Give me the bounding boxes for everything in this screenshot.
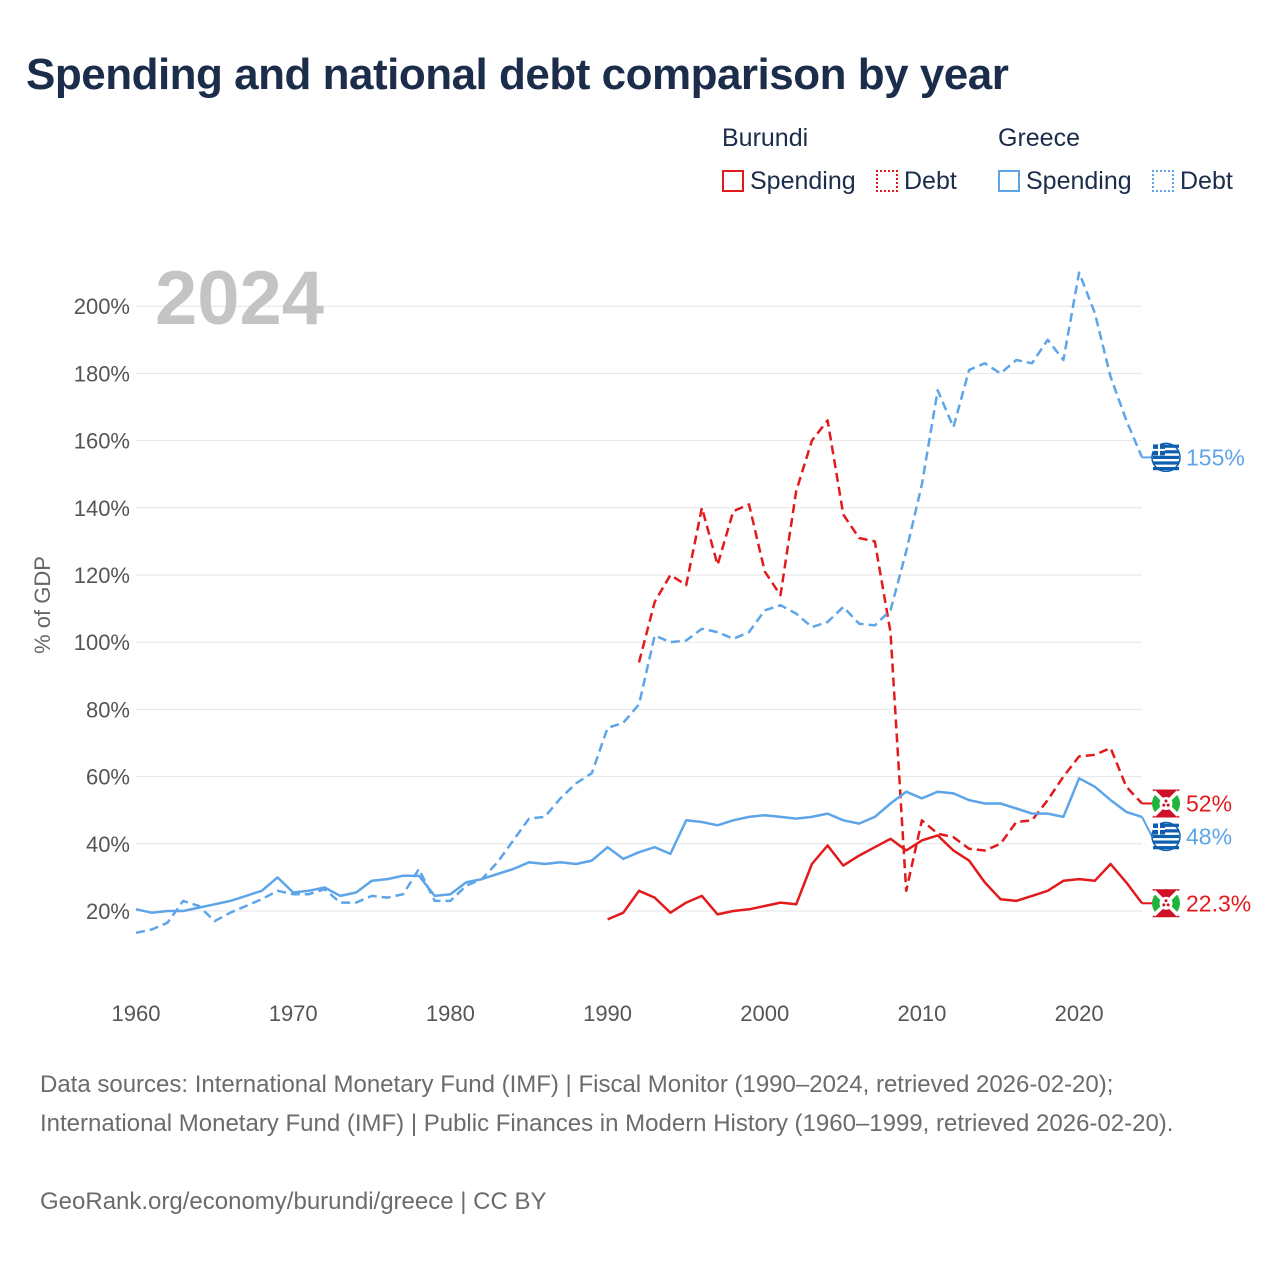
y-tick-label: 140% bbox=[74, 496, 130, 521]
legend-solid-swatch bbox=[998, 170, 1020, 192]
page-title: Spending and national debt comparison by… bbox=[26, 50, 1009, 99]
legend-country-burundi: Burundi bbox=[722, 124, 809, 152]
end-label-connector bbox=[1141, 816, 1153, 837]
end-value-label: 52% bbox=[1186, 790, 1232, 816]
credit-link[interactable]: GeoRank.org/economy/burundi/greece | CC … bbox=[40, 1188, 547, 1215]
x-tick-label: 1990 bbox=[583, 1001, 632, 1026]
legend-label: Spending bbox=[1026, 166, 1132, 195]
y-tick-label: 160% bbox=[74, 429, 130, 454]
y-tick-label: 200% bbox=[74, 294, 130, 319]
legend-greece-debt[interactable]: Debt bbox=[1152, 166, 1233, 196]
greece-flag-icon bbox=[1151, 821, 1181, 852]
x-tick-label: 1970 bbox=[269, 1001, 318, 1026]
end-value-label: 155% bbox=[1186, 444, 1245, 470]
legend-label: Spending bbox=[750, 166, 856, 195]
y-tick-label: 20% bbox=[86, 899, 130, 924]
x-tick-label: 2010 bbox=[897, 1001, 946, 1026]
end-value-label: 22.3% bbox=[1186, 890, 1251, 916]
series-line-greece-debt[interactable] bbox=[135, 271, 1144, 935]
year-watermark: 2024 bbox=[155, 256, 324, 341]
legend-greece-spending[interactable]: Spending bbox=[998, 166, 1132, 196]
burundi-flag-icon bbox=[1152, 889, 1180, 918]
end-value-label: 48% bbox=[1186, 823, 1232, 849]
data-sources: Data sources: International Monetary Fun… bbox=[40, 1071, 1174, 1137]
y-tick-label: 100% bbox=[74, 630, 130, 655]
legend-label: Debt bbox=[1180, 166, 1233, 195]
legend-solid-swatch bbox=[722, 170, 744, 192]
y-tick-label: 60% bbox=[86, 765, 130, 790]
series-line-greece-spending[interactable] bbox=[135, 777, 1143, 914]
legend-dotted-swatch bbox=[876, 170, 898, 192]
y-tick-label: 180% bbox=[74, 361, 130, 386]
x-tick-label: 1980 bbox=[426, 1001, 475, 1026]
burundi-flag-icon bbox=[1152, 789, 1180, 818]
x-tick-label: 1960 bbox=[112, 1001, 161, 1026]
series-line-burundi-spending[interactable] bbox=[607, 834, 1143, 921]
legend-country-greece: Greece bbox=[998, 124, 1080, 152]
y-tick-label: 120% bbox=[74, 563, 130, 588]
y-tick-label: 80% bbox=[86, 697, 130, 722]
legend-burundi-debt[interactable]: Debt bbox=[876, 166, 957, 196]
y-tick-label: 40% bbox=[86, 832, 130, 857]
x-tick-label: 2020 bbox=[1055, 1001, 1104, 1026]
x-tick-label: 2000 bbox=[740, 1001, 789, 1026]
legend-label: Debt bbox=[904, 166, 957, 195]
y-axis-label: % of GDP bbox=[30, 556, 55, 654]
greece-flag-icon bbox=[1151, 442, 1181, 473]
series-line-burundi-debt[interactable] bbox=[637, 419, 1143, 893]
line-chart: 2024 % of GDP 20% 40% 60% 80% 100% 120% 140% 16… bbox=[30, 256, 1251, 1026]
legend-dotted-swatch bbox=[1152, 170, 1174, 192]
legend-burundi-spending[interactable]: Spending bbox=[722, 166, 856, 196]
